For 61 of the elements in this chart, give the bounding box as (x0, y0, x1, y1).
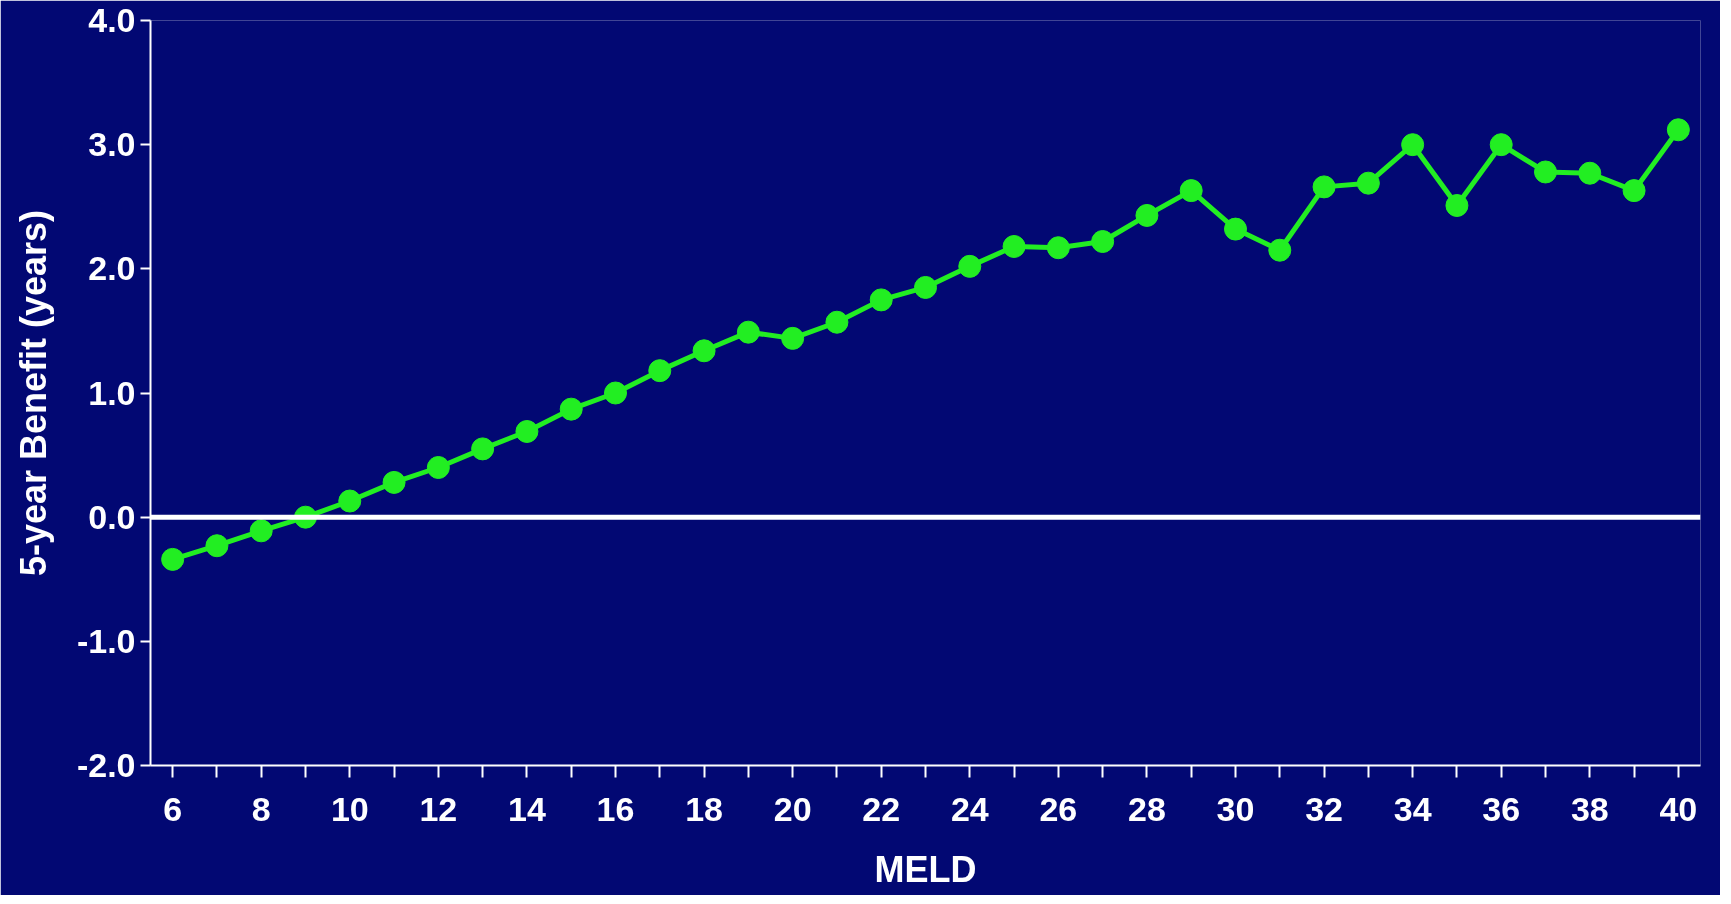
x-tick-label: 14 (508, 789, 546, 828)
x-tick-label: 16 (596, 789, 635, 828)
point (1046, 236, 1070, 260)
x-tick-label: 40 (1659, 789, 1698, 828)
x-tick-label: 20 (773, 789, 812, 828)
x-tick-label: 10 (330, 789, 369, 828)
point (1091, 230, 1115, 253)
x-tick-label: 28 (1128, 789, 1166, 828)
x-tick-label: 6 (163, 789, 183, 828)
y-axis-title: 5-year Benefit (years) (12, 209, 54, 577)
point (1002, 235, 1026, 258)
point (161, 547, 185, 571)
x-tick-label: 26 (1039, 789, 1078, 828)
x-tick-label: 24 (950, 789, 989, 828)
point (1356, 171, 1380, 195)
x-tick-label: 36 (1482, 789, 1521, 828)
x-tick-label: 12 (419, 789, 458, 828)
point (958, 254, 982, 278)
y-tick-label: 4.0 (88, 1, 136, 39)
point (1622, 179, 1646, 203)
point (1445, 194, 1469, 217)
point (559, 397, 583, 421)
point (1401, 133, 1425, 157)
x-tick-label: 30 (1216, 789, 1255, 828)
point (736, 320, 760, 344)
point (426, 456, 450, 479)
point (1135, 203, 1159, 227)
x-axis-title: MELD (874, 848, 977, 890)
point (1534, 160, 1557, 184)
point (205, 534, 229, 558)
point (382, 470, 406, 494)
point (781, 326, 805, 350)
point (825, 310, 849, 334)
point (471, 437, 495, 461)
y-tick-label: 2.0 (88, 249, 136, 288)
point (1578, 161, 1602, 185)
point (249, 519, 273, 543)
point (1179, 179, 1203, 203)
point (648, 359, 672, 383)
y-tick-label: 1.0 (88, 373, 136, 412)
point (1268, 238, 1292, 262)
point (914, 275, 937, 299)
x-tick-label: 18 (685, 789, 723, 828)
x-tick-label: 34 (1393, 789, 1432, 828)
point (1489, 133, 1513, 157)
point (1224, 217, 1247, 241)
y-tick-label: -1.0 (76, 621, 136, 660)
point (692, 339, 716, 363)
x-tick-label: 32 (1305, 789, 1343, 828)
x-tick-label: 38 (1570, 789, 1609, 828)
point (338, 489, 362, 513)
point (869, 288, 893, 312)
x-tick-label: 22 (862, 789, 901, 828)
point (604, 381, 627, 405)
y-tick-label: -2.0 (76, 746, 136, 784)
y-tick-label: 3.0 (88, 125, 136, 164)
point (515, 420, 539, 443)
point (1666, 118, 1690, 142)
x-tick-label: 8 (251, 789, 271, 828)
y-tick-label: 0.0 (88, 497, 136, 536)
point (1312, 175, 1336, 199)
